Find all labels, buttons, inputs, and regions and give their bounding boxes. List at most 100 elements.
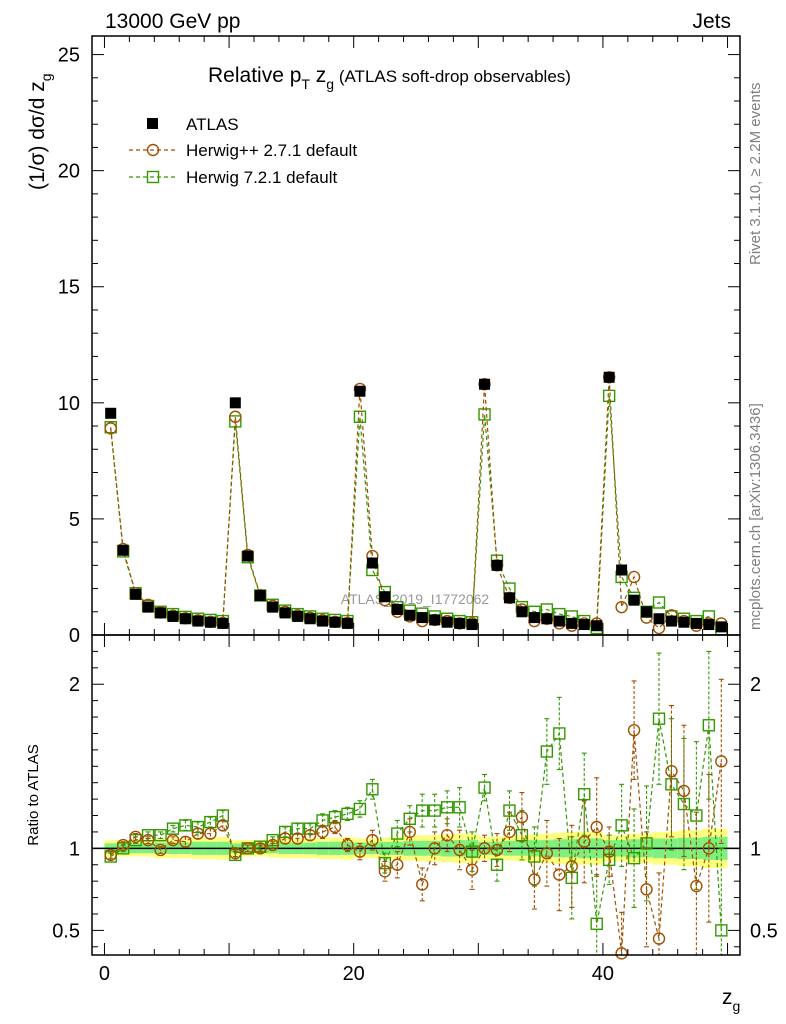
main-point-atlas [354,385,366,397]
main-y-tick-label: 20 [58,161,80,183]
main-y-tick-label: 10 [58,393,80,415]
title-sub-t: T [301,76,310,92]
main-point-atlas [628,594,640,606]
ratio-y-tick-label: 2 [69,674,80,696]
ratio-point-herwig7 [416,804,429,817]
ratio-point-herwig7 [615,819,628,832]
ratio-point-herwigpp [465,863,479,876]
main-point-atlas [603,371,615,383]
main-point-atlas [441,616,453,628]
main-point-atlas [516,606,528,618]
ratio-point-herwigpp [578,835,591,848]
ratio-point-herwigpp [303,829,317,842]
ratio-point-herwigpp [341,838,354,852]
main-y-label-sub: g [38,73,54,81]
main-point-atlas [553,615,565,627]
ratio-y-tick-label-right: 2 [750,674,761,696]
ratio-point-herwigpp [528,873,541,886]
ratio-point-herwigpp [391,858,404,871]
main-point-atlas [429,614,441,626]
ratio-point-herwig7 [478,781,491,794]
watermark-label: ATLAS_2019_I1772062 [341,591,490,607]
main-y-tick-label: 15 [58,277,80,299]
main-point-atlas [503,592,515,604]
main-point-atlas [204,616,216,628]
mcplots-source-label: mcplots.cern.ch [arXiv:1306.3436] [747,403,764,630]
ratio-point-herwig7 [702,719,716,732]
ratio-point-herwigpp [291,832,304,845]
main-y-tick-label: 25 [58,45,80,67]
ratio-point-herwigpp [104,848,117,862]
x-label-sub: g [733,998,741,1014]
x-axis-label: zg [722,986,740,1014]
ratio-point-herwigpp [378,865,392,878]
main-point-atlas [142,601,154,613]
ratio-point-herwigpp [627,723,641,737]
main-point-atlas [304,613,316,625]
main-point-atlas [541,613,553,625]
main-point-atlas [641,606,653,618]
main-point-atlas [254,590,266,602]
main-point-atlas [578,619,590,631]
ratio-point-herwigpp [715,755,728,768]
ratio-point-herwigpp [266,838,279,852]
rivet-version-label: Rivet 3.1.10, ≥ 2.2M events [747,83,764,266]
ratio-y-tick-label-right: 0.5 [750,920,778,942]
main-point-herwig7 [353,410,367,423]
ratio-point-herwig7 [278,825,292,839]
ratio-point-herwig7 [154,829,167,842]
ratio-y-tick-label: 0.5 [52,920,80,942]
main-point-herwig7 [652,596,666,609]
main-point-atlas [341,617,353,629]
ratio-point-herwig7 [690,809,703,822]
main-point-atlas [317,615,329,627]
main-axes: 0 5 10 15 20 25 [58,36,740,647]
ratio-axes: 0.5 0.51 12 20 20 40 [52,635,778,985]
ratio-panel-frame [91,634,741,956]
ratio-point-herwigpp [229,847,242,860]
main-point-atlas [279,607,291,619]
ratio-point-herwigpp [316,825,329,839]
ratio-point-herwigpp [428,842,441,855]
legend-marker-herwigpp [146,143,160,157]
ratio-point-herwigpp [702,842,716,855]
ratio-point-herwigpp [615,947,628,960]
main-point-herwig7 [229,415,242,428]
ratio-point-herwigpp [665,765,678,778]
main-y-axis-label: (1/σ) dσ/d zg [26,73,54,190]
legend-label-atlas: ATLAS [186,115,239,134]
main-point-atlas [379,591,391,603]
main-point-atlas [242,550,254,562]
main-point-atlas [391,603,403,615]
main-point-atlas [229,397,241,409]
x-tick-label: 0 [99,963,110,985]
ratio-point-herwigpp [677,784,691,798]
chart-title: Relative pT zg (ATLAS soft-drop observab… [208,64,571,92]
ratio-point-herwigpp [453,843,466,857]
ratio-point-herwigpp [254,842,267,855]
ratio-point-herwig7 [627,851,641,865]
ratio-y-tick-label-right: 1 [750,838,761,860]
x-tick-label: 40 [592,963,614,985]
ratio-point-herwigpp [515,810,529,824]
ratio-point-herwigpp [141,833,155,847]
main-point-atlas [267,601,279,613]
ratio-point-herwigpp [403,825,416,839]
ratio-point-herwigpp [478,842,491,855]
legend-marker-herwig7 [146,170,160,184]
main-point-atlas [366,557,378,569]
title-sub-g: g [326,76,334,92]
x-label-text: z [722,986,733,1009]
ratio-point-herwig7 [191,820,205,834]
title-part-b: z [310,64,326,87]
header-left-label: 13000 GeV pp [105,10,240,33]
ratio-point-herwig7 [341,807,354,821]
ratio-point-herwigpp [440,829,454,842]
main-point-herwigpp [627,570,641,584]
main-point-atlas [528,612,540,624]
ratio-point-herwigpp [204,827,217,840]
ratio-y-tick-label: 1 [69,838,80,860]
main-point-atlas [217,617,229,629]
main-point-herwigpp [615,600,628,614]
